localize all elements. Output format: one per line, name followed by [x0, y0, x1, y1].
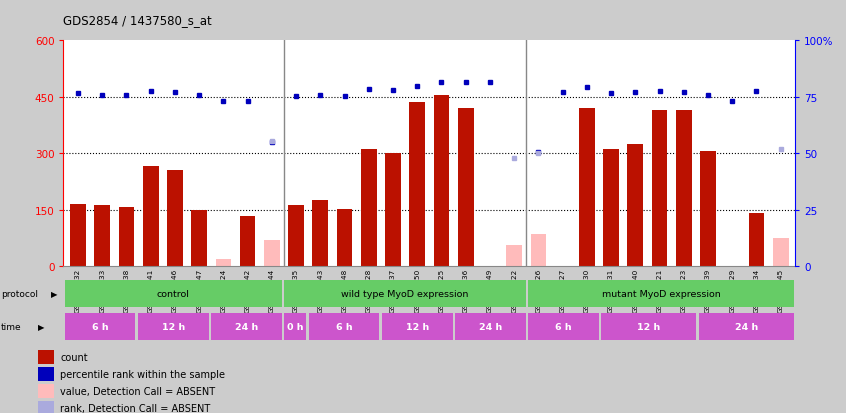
Bar [361, 150, 376, 266]
Bar [528, 280, 794, 307]
Bar [118, 207, 135, 266]
Bar [312, 201, 328, 266]
Bar [434, 96, 449, 266]
Bar [64, 280, 282, 307]
Bar [579, 109, 595, 266]
Bar [284, 280, 525, 307]
Bar [385, 154, 401, 266]
Text: protocol: protocol [1, 289, 38, 298]
Bar [95, 206, 110, 266]
Bar [211, 313, 282, 340]
Bar [628, 145, 643, 266]
Bar [676, 111, 692, 266]
Bar [603, 150, 619, 266]
Bar [528, 313, 599, 340]
Bar [264, 240, 280, 266]
Bar [773, 238, 788, 266]
Bar [64, 313, 135, 340]
Text: 24 h: 24 h [735, 322, 758, 331]
Bar [37, 350, 54, 364]
Text: wild type MyoD expression: wild type MyoD expression [341, 289, 469, 298]
Text: percentile rank within the sample: percentile rank within the sample [61, 369, 226, 379]
Bar [70, 204, 85, 266]
Text: 12 h: 12 h [405, 322, 429, 331]
Text: control: control [157, 289, 190, 298]
Text: 6 h: 6 h [555, 322, 572, 331]
Text: 24 h: 24 h [235, 322, 258, 331]
Bar [284, 313, 306, 340]
Text: 12 h: 12 h [637, 322, 661, 331]
Bar [530, 235, 547, 266]
Bar [337, 209, 353, 266]
Bar [37, 385, 54, 398]
Bar [143, 167, 158, 266]
Text: value, Detection Call = ABSENT: value, Detection Call = ABSENT [61, 386, 216, 396]
Bar [700, 152, 716, 266]
Text: 6 h: 6 h [336, 322, 352, 331]
Bar [455, 313, 525, 340]
Bar [37, 401, 54, 413]
Bar [239, 217, 255, 266]
Bar [138, 313, 209, 340]
Bar [749, 214, 764, 266]
Text: mutant MyoD expression: mutant MyoD expression [602, 289, 721, 298]
Bar [458, 109, 474, 266]
Bar [216, 260, 231, 266]
Bar [506, 246, 522, 266]
Bar [288, 206, 304, 266]
Bar [37, 367, 54, 381]
Text: ▶: ▶ [38, 322, 45, 331]
Bar [409, 103, 425, 266]
Text: count: count [61, 352, 88, 362]
Text: ▶: ▶ [51, 289, 58, 298]
Bar [602, 313, 696, 340]
Text: GDS2854 / 1437580_s_at: GDS2854 / 1437580_s_at [63, 14, 212, 27]
Bar [699, 313, 794, 340]
Text: 6 h: 6 h [91, 322, 108, 331]
Text: 0 h: 0 h [287, 322, 304, 331]
Text: rank, Detection Call = ABSENT: rank, Detection Call = ABSENT [61, 403, 211, 413]
Text: time: time [1, 322, 21, 331]
Text: 24 h: 24 h [479, 322, 502, 331]
Bar [167, 171, 183, 266]
Bar [309, 313, 379, 340]
Bar [651, 111, 667, 266]
Bar [191, 211, 207, 266]
Bar [382, 313, 453, 340]
Text: 12 h: 12 h [162, 322, 184, 331]
